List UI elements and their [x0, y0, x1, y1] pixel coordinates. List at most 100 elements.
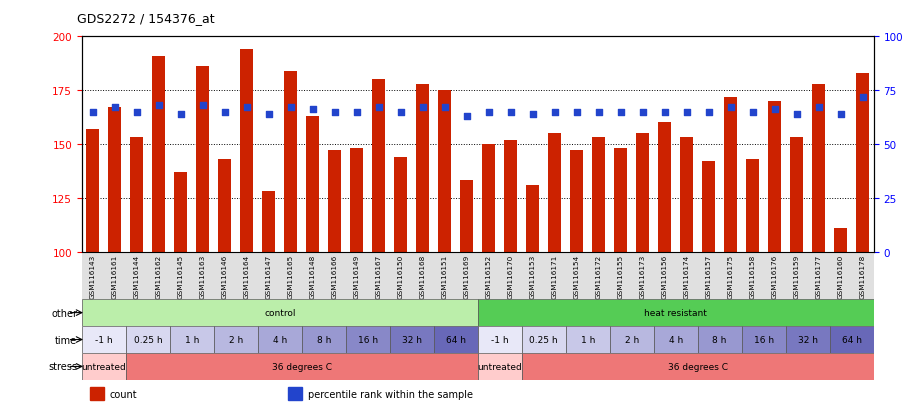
Text: GSM116169: GSM116169	[464, 254, 470, 299]
Text: GSM116163: GSM116163	[200, 254, 206, 299]
Text: GSM116148: GSM116148	[309, 254, 316, 299]
Text: GSM116168: GSM116168	[420, 254, 426, 299]
Bar	[830, 326, 874, 353]
Text: GSM116146: GSM116146	[222, 254, 228, 299]
Bar	[170, 326, 214, 353]
Text: GSM116172: GSM116172	[596, 254, 602, 299]
Bar	[790, 138, 804, 252]
Text: control: control	[264, 309, 296, 317]
Point	[107, 105, 122, 112]
Text: GSM116158: GSM116158	[750, 254, 755, 299]
Text: GSM116176: GSM116176	[772, 254, 778, 299]
Bar	[658, 123, 672, 252]
Text: 36 degrees C: 36 degrees C	[272, 362, 332, 371]
Text: GSM116153: GSM116153	[530, 254, 536, 299]
Bar	[86, 130, 99, 252]
Text: 4 h: 4 h	[273, 335, 287, 344]
Bar	[152, 57, 166, 252]
Text: GSM116155: GSM116155	[618, 254, 623, 299]
Bar	[812, 84, 825, 252]
Bar	[566, 326, 610, 353]
Point	[393, 109, 408, 116]
Text: GSM116174: GSM116174	[683, 254, 690, 299]
Bar	[302, 326, 346, 353]
Bar	[329, 151, 341, 252]
Point	[834, 111, 848, 118]
Text: GSM116167: GSM116167	[376, 254, 382, 299]
Bar	[82, 326, 126, 353]
Point	[503, 109, 518, 116]
Bar	[636, 134, 650, 252]
Bar	[372, 80, 386, 252]
Text: 0.25 h: 0.25 h	[530, 335, 558, 344]
Bar	[82, 353, 126, 380]
Bar	[785, 326, 830, 353]
Bar	[130, 138, 144, 252]
Text: GDS2272 / 154376_at: GDS2272 / 154376_at	[77, 12, 215, 25]
Bar	[288, 387, 302, 400]
Text: GSM116161: GSM116161	[112, 254, 118, 299]
Bar	[526, 185, 540, 252]
Bar	[389, 326, 434, 353]
Point	[328, 109, 342, 116]
Text: -1 h: -1 h	[95, 335, 113, 344]
Bar	[262, 192, 276, 252]
Bar	[82, 299, 478, 326]
Text: other: other	[51, 308, 77, 318]
Point	[438, 105, 452, 112]
Text: GSM116159: GSM116159	[794, 254, 800, 299]
Bar	[218, 159, 231, 252]
Bar	[258, 326, 302, 353]
Bar	[478, 326, 521, 353]
Bar	[521, 353, 874, 380]
Point	[592, 109, 606, 116]
Bar	[214, 326, 258, 353]
Bar	[90, 387, 104, 400]
Bar	[174, 173, 187, 252]
Text: untreated: untreated	[82, 362, 126, 371]
Text: -1 h: -1 h	[490, 335, 509, 344]
Text: GSM116151: GSM116151	[441, 254, 448, 299]
Bar	[416, 84, 430, 252]
Text: GSM116162: GSM116162	[156, 254, 162, 299]
Bar	[478, 299, 874, 326]
Bar	[610, 326, 653, 353]
Text: time: time	[56, 335, 77, 345]
Text: 2 h: 2 h	[624, 335, 639, 344]
Point	[613, 109, 628, 116]
Point	[680, 109, 694, 116]
Text: GSM116170: GSM116170	[508, 254, 514, 299]
Bar	[434, 326, 478, 353]
Bar	[439, 91, 451, 252]
Point	[745, 109, 760, 116]
Point	[86, 109, 100, 116]
Text: 64 h: 64 h	[842, 335, 862, 344]
Bar	[306, 116, 319, 252]
Text: untreated: untreated	[478, 362, 522, 371]
Point	[635, 109, 650, 116]
Point	[284, 105, 298, 112]
Point	[306, 107, 320, 114]
Text: 32 h: 32 h	[798, 335, 817, 344]
Text: GSM116171: GSM116171	[551, 254, 558, 299]
Point	[371, 105, 386, 112]
Point	[767, 107, 782, 114]
Text: GSM116177: GSM116177	[815, 254, 822, 299]
Text: 36 degrees C: 36 degrees C	[668, 362, 728, 371]
Point	[416, 105, 430, 112]
Text: GSM116178: GSM116178	[860, 254, 865, 299]
Point	[702, 109, 716, 116]
Text: GSM116145: GSM116145	[177, 254, 184, 299]
Bar	[197, 67, 209, 252]
Point	[481, 109, 496, 116]
Text: GSM116149: GSM116149	[354, 254, 359, 299]
Text: 4 h: 4 h	[669, 335, 682, 344]
Text: count: count	[109, 389, 137, 399]
Bar	[834, 228, 847, 252]
Bar	[703, 162, 715, 252]
Text: 8 h: 8 h	[317, 335, 331, 344]
Text: GSM116144: GSM116144	[134, 254, 140, 299]
Bar	[856, 74, 869, 252]
Text: GSM116173: GSM116173	[640, 254, 646, 299]
Text: GSM116152: GSM116152	[486, 254, 491, 299]
